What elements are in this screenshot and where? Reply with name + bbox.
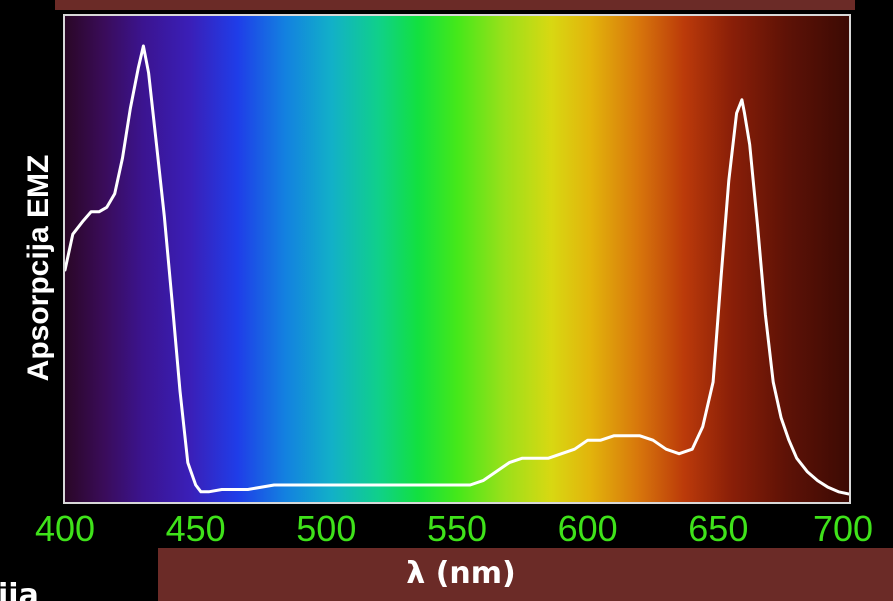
y-axis-label: Apsorpcija EMZ (22, 154, 55, 382)
absorption-line (65, 44, 849, 496)
corner-box: ija (0, 548, 158, 601)
x-tick-label-500: 500 (296, 508, 357, 549)
x-tick-label-450: 450 (165, 508, 226, 549)
title-strip (55, 0, 855, 10)
x-tick-label-550: 550 (426, 508, 488, 549)
plot-area (63, 14, 851, 504)
x-tick-label-600: 600 (557, 508, 618, 549)
x-axis-label: λ (nm) (406, 556, 516, 591)
plot-svg (65, 44, 849, 496)
corner-text: ija (0, 578, 39, 601)
x-tick-label-700: 700 (812, 508, 874, 549)
x-tick-label-650: 650 (688, 508, 749, 549)
x-tick-label-400: 400 (34, 508, 96, 549)
